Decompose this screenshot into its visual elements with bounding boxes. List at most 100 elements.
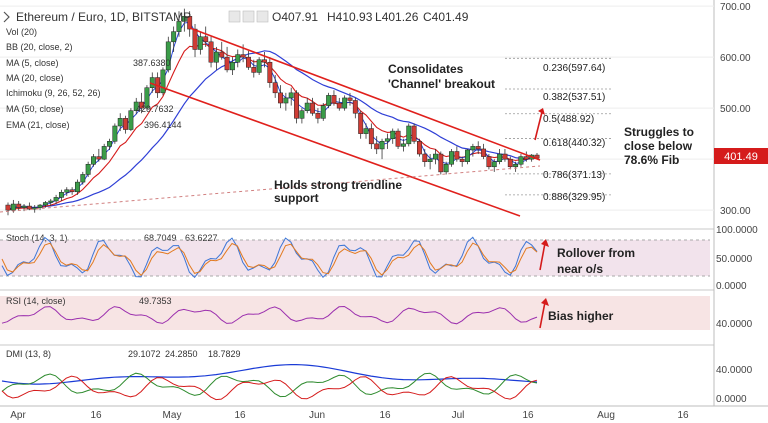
x-tick-label: 16 [522, 410, 534, 421]
stoch-arrow [539, 242, 546, 271]
candle-body [315, 112, 321, 119]
annotations: Consolidates 'Channel' breakout Holds st… [274, 62, 694, 323]
main-pane-bg [0, 0, 714, 406]
dmi-legend[interactable]: DMI (13, 8) [6, 349, 51, 359]
candle-body [491, 161, 497, 168]
annotation-stoch-2: near o/s [557, 262, 603, 276]
candle-body [427, 158, 433, 162]
candle-body [358, 112, 364, 134]
stoch-legend[interactable]: Stoch (14, 3, 1) [6, 233, 68, 243]
candle-body [433, 153, 438, 160]
x-tick-label: 16 [234, 410, 246, 421]
y-tick-label: 600.00 [720, 53, 751, 64]
indicator-legend: Vol (20) BB (20, close, 2) MA (5, close)… [6, 27, 182, 130]
dmi-pane: DMI (13, 8) 29.1072 24.2850 18.7829 40.0… [1, 349, 753, 405]
x-tick-label: 16 [379, 410, 391, 421]
legend-item[interactable]: MA (50, close) [6, 104, 64, 114]
candle-body [165, 41, 171, 71]
annotation-rsi: Bias higher [548, 309, 614, 323]
legend-item[interactable]: EMA (21, close) [6, 120, 70, 130]
dmi-plus-value: 24.2850 [165, 349, 198, 359]
candle-body [58, 192, 64, 198]
rsi-legend[interactable]: RSI (14, close) [6, 296, 66, 306]
candle-body [5, 204, 11, 211]
channel-upper-line[interactable] [189, 27, 541, 161]
candle-body [16, 203, 22, 208]
breakout-arrowhead [538, 108, 545, 115]
candle-body [331, 95, 337, 104]
candle-body [384, 138, 390, 142]
fib-lines [505, 57, 612, 196]
candle-body [347, 97, 353, 101]
eye-icon[interactable] [228, 10, 241, 23]
annotation-channel-2: 'Channel' breakout [388, 77, 495, 91]
legend-item[interactable]: BB (20, close, 2) [6, 42, 73, 52]
stoch-pane: Stoch (14, 3, 1) 68.7049 63.6227 100.000… [0, 225, 758, 292]
ohlc-c-value: 401.49 [432, 10, 469, 24]
candle-body [107, 141, 112, 147]
annotation-channel-1: Consolidates [388, 62, 464, 76]
candle-body [42, 202, 48, 206]
candle-body [352, 100, 358, 114]
candle-body [294, 92, 299, 119]
ohlc-h-key: H [327, 10, 336, 24]
legend-value: 396.4144 [144, 120, 182, 130]
legend-item[interactable]: Vol (20) [6, 27, 37, 37]
candle-body [320, 105, 326, 119]
candle-body [187, 16, 193, 30]
legend-value: 387.6380 [133, 58, 171, 68]
fib-label-0786: 0.786(371.13) [543, 170, 605, 181]
stoch-band [0, 240, 710, 276]
chart-header: Ethereum / Euro, 1D, BITSTAMP O407.91 H4… [3, 10, 469, 24]
candle-body [53, 197, 59, 202]
x-tick-label: May [163, 410, 182, 421]
ohlc-o-key: O [272, 10, 281, 24]
x-tick-label: Aug [597, 410, 615, 421]
y-tick-label: 300.00 [720, 206, 751, 217]
candle-body [486, 156, 492, 168]
candle-body [416, 141, 422, 155]
candle-body [363, 128, 369, 134]
rsi-band [0, 296, 710, 330]
candle-body [443, 163, 449, 173]
close-icon[interactable] [256, 10, 269, 23]
stoch-tick-0: 0.0000 [716, 281, 747, 292]
candle-body [123, 118, 129, 130]
time-axis[interactable]: Apr 16 May 16 Jun 16 Jul 16 Aug 16 [10, 410, 689, 421]
settings-icon[interactable] [242, 10, 255, 23]
candle-body [390, 130, 396, 139]
collapse-chevron-icon[interactable] [3, 11, 10, 23]
legend-item[interactable]: Ichimoku (9, 26, 52, 26) [6, 88, 101, 98]
candle-body [91, 156, 96, 165]
legend-item[interactable]: MA (20, close) [6, 73, 64, 83]
annotation-trendline-2: support [274, 191, 319, 205]
candle-body [75, 181, 80, 193]
candle-body [497, 153, 503, 162]
candle-body [283, 97, 289, 104]
ohlc-l-value: 401.26 [382, 10, 419, 24]
candle-body [278, 92, 283, 104]
annotation-fib-1: Struggles to [624, 125, 694, 139]
stoch-tick-100: 100.0000 [716, 225, 758, 236]
annotation-trendline-1: Holds strong trendline [274, 178, 402, 192]
support-trendline[interactable] [0, 165, 541, 213]
candle-body [149, 77, 155, 88]
annotation-fib-2: close below [624, 139, 693, 153]
rsi-arrow [539, 301, 546, 329]
candle-body [26, 205, 32, 210]
candle-body [251, 67, 257, 73]
svg-text:C401.49: C401.49 [423, 10, 469, 24]
rsi-tick-40: 40.0000 [716, 319, 753, 330]
legend-item[interactable]: MA (5, close) [6, 58, 59, 68]
candle-body [267, 61, 273, 83]
channel-lower-line[interactable] [149, 82, 521, 217]
candle-body [326, 95, 332, 106]
candle-body [101, 146, 107, 160]
annotation-stoch-1: Rollover from [557, 246, 635, 260]
stoch-d-value: 63.6227 [185, 233, 218, 243]
candle-body [438, 153, 444, 173]
candle-body [374, 143, 380, 150]
candles [5, 8, 540, 216]
candle-body [80, 174, 86, 183]
